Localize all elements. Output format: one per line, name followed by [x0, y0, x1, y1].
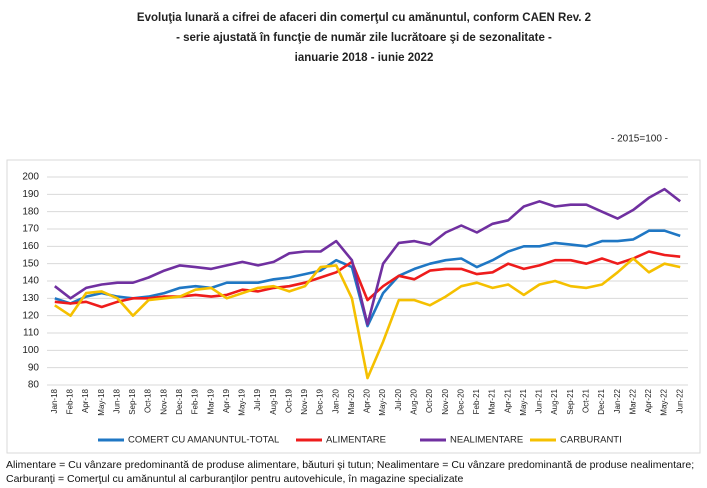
y-tick-label: 140	[22, 276, 39, 287]
data-line	[54, 187, 681, 326]
x-tick-label: Feb-19	[191, 388, 200, 414]
x-tick-label: Sep-18	[128, 388, 137, 414]
x-tick-label: Jan-18	[50, 388, 59, 413]
y-tick-label: 180	[22, 206, 39, 217]
x-tick-label: Nov-20	[441, 388, 450, 414]
y-tick-label: 200	[22, 172, 39, 183]
y-tick-label: 100	[22, 345, 39, 356]
x-tick-label: Apr-19	[222, 388, 231, 413]
x-tick-label: Feb-21	[472, 388, 481, 414]
x-tick-label: Jul-19	[253, 388, 262, 410]
x-tick-label: May-18	[97, 388, 106, 415]
data-line	[54, 250, 681, 309]
y-tick-label: 90	[28, 362, 40, 373]
x-tick-label: Apr-21	[503, 388, 512, 413]
x-tick-label: Jun-22	[675, 388, 684, 413]
x-tick-label: Oct-18	[144, 388, 153, 413]
x-tick-label: Aug-20	[410, 388, 419, 414]
x-tick-label: May-20	[378, 388, 387, 415]
y-tick-label: 190	[22, 189, 39, 200]
x-tick-label: May-22	[660, 388, 669, 415]
y-tick-label: 170	[22, 224, 39, 235]
footnote: Alimentare = Cu vânzare predominantă de …	[6, 459, 695, 485]
x-tick-label: Mar-21	[488, 388, 497, 414]
x-tick-label: Jun-18	[112, 388, 121, 413]
x-tick-label: Oct-20	[425, 388, 434, 413]
x-tick-label: Jan-22	[613, 388, 622, 413]
y-tick-label: 150	[22, 258, 39, 269]
x-tick-label: May-19	[238, 388, 247, 415]
legend-label: NEALIMENTARE	[450, 435, 523, 446]
annotation: - 2015=100 -	[611, 134, 668, 145]
y-tick-label: 110	[23, 328, 39, 339]
chart-frame	[6, 159, 701, 454]
x-tick-label: Sep-21	[566, 388, 575, 414]
y-tick-label: 80	[28, 380, 40, 391]
chart-title: Evoluţia lunară a cifrei de afaceri din …	[137, 12, 591, 24]
x-tick-label: Oct-19	[284, 388, 293, 413]
x-tick-label: Aug-19	[269, 388, 278, 414]
x-tick-label: Dec-18	[175, 388, 184, 414]
x-tick-label: Mar-19	[206, 388, 215, 414]
x-tick-label: Apr-20	[363, 388, 372, 413]
y-tick-label: 130	[22, 293, 39, 304]
x-tick-label: Dec-19	[316, 388, 325, 414]
legend-label: COMERT CU AMANUNTUL-TOTAL	[128, 435, 279, 446]
data-line	[54, 229, 681, 328]
chart-subtitle: ianuarie 2018 - iunie 2022	[295, 52, 434, 64]
chart-subtitle: - serie ajustată în funcţie de număr zil…	[176, 32, 552, 44]
y-tick-label: 160	[22, 241, 39, 252]
x-tick-label: Mar-22	[628, 388, 637, 414]
x-tick-label: Aug-21	[550, 388, 559, 414]
x-tick-label: Dec-21	[597, 388, 606, 414]
x-tick-label: Oct-21	[581, 388, 590, 413]
x-tick-label: Apr-18	[81, 388, 90, 413]
x-tick-label: Nov-19	[300, 388, 309, 414]
legend-label: CARBURANTI	[560, 435, 622, 446]
x-tick-label: Dec-20	[456, 388, 465, 414]
data-line	[54, 257, 681, 380]
x-tick-label: Apr-22	[644, 388, 653, 413]
x-tick-label: Jul-20	[394, 388, 403, 410]
x-tick-label: Feb-18	[66, 388, 75, 414]
y-tick-label: 120	[22, 310, 39, 321]
x-tick-label: Nov-18	[159, 388, 168, 414]
x-tick-label: Jan-20	[331, 388, 340, 413]
x-tick-label: Mar-20	[347, 388, 356, 414]
x-tick-label: May-21	[519, 388, 528, 415]
chart: Evoluţia lunară a cifrei de afaceri din …	[6, 12, 701, 454]
x-tick-label: Jun-21	[535, 388, 544, 413]
legend-label: ALIMENTARE	[326, 435, 386, 446]
